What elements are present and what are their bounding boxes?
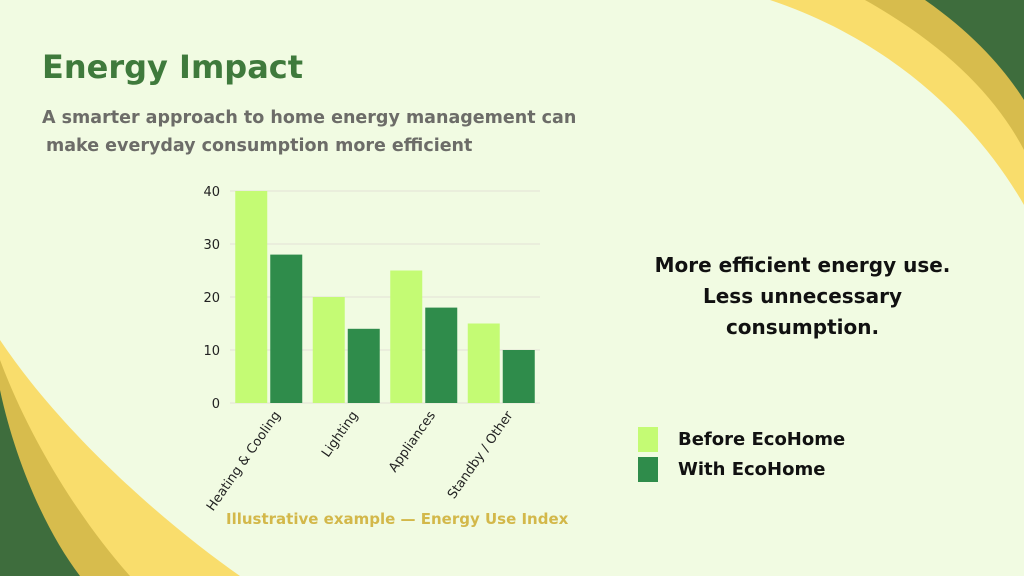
bar-with-0 xyxy=(270,254,303,403)
energy-bar-chart: 0 10 20 30 40 Heating & Cooling Lighting Appli… xyxy=(203,185,540,514)
y-tick-label: 30 xyxy=(203,238,220,253)
bar-before-0 xyxy=(235,191,268,403)
y-tick-label: 10 xyxy=(203,344,220,359)
bottom-left-green-swoosh xyxy=(0,390,80,576)
bar-before-3 xyxy=(467,323,500,403)
message-line-1: More efficient energy use. xyxy=(654,253,951,277)
x-category-label: Lighting xyxy=(319,409,361,461)
y-tick-label: 40 xyxy=(203,185,220,200)
chart-legend: Before EcoHome With EcoHome xyxy=(638,424,845,484)
bar-with-3 xyxy=(502,350,535,403)
y-tick-label: 0 xyxy=(212,397,220,412)
bar-with-2 xyxy=(425,307,458,403)
top-right-green-swoosh xyxy=(925,0,1024,100)
subtitle-line-1: A smarter approach to home energy manage… xyxy=(42,108,577,128)
bar-before-2 xyxy=(390,270,423,403)
legend-label-before: Before EcoHome xyxy=(678,428,846,450)
legend-item-before: Before EcoHome xyxy=(638,424,845,454)
x-category-label: Standby / Other xyxy=(445,408,517,502)
legend-swatch-with xyxy=(638,456,658,482)
legend-label-with: With EcoHome xyxy=(678,458,826,480)
message-line-2: Less unnecessary xyxy=(703,284,902,308)
y-tick-label: 20 xyxy=(203,291,220,306)
x-category-label: Appliances xyxy=(386,409,439,476)
chart-caption: Illustrative example — Energy Use Index xyxy=(226,510,569,528)
x-category-label: Heating & Cooling xyxy=(204,409,284,514)
key-message: More efficient energy use. Less unnecess… xyxy=(630,250,975,343)
bar-before-1 xyxy=(312,297,345,403)
x-axis-category-labels: Heating & Cooling Lighting Appliances Stand… xyxy=(204,408,517,514)
chart-bars xyxy=(235,191,535,403)
subtitle-line-2: make everyday consumption more efficient xyxy=(46,136,473,156)
bar-with-1 xyxy=(347,328,380,403)
message-line-3: consumption. xyxy=(725,315,880,339)
page-subtitle: A smarter approach to home energy manage… xyxy=(42,104,577,160)
legend-item-with: With EcoHome xyxy=(638,454,845,484)
page-title: Energy Impact xyxy=(42,48,304,86)
legend-swatch-before xyxy=(638,426,658,452)
y-axis-ticks: 0 10 20 30 40 xyxy=(203,185,220,412)
